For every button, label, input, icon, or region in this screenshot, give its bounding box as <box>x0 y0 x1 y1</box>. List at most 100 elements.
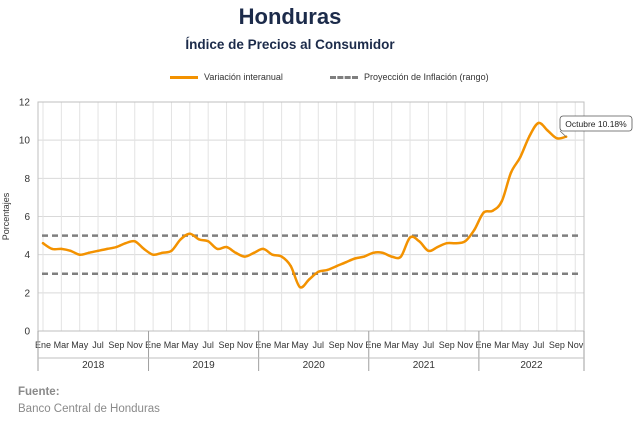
data-point <box>124 242 127 245</box>
data-point <box>307 278 311 281</box>
x-tick-label: Mar <box>384 340 400 350</box>
annotation-box <box>559 115 633 132</box>
data-point <box>454 242 458 245</box>
data-point <box>390 255 393 258</box>
x-tick-label: Sep <box>219 340 235 350</box>
year-label: 2018 <box>82 360 105 371</box>
year-label: 2021 <box>413 360 436 371</box>
x-tick-label: Jul <box>202 340 214 350</box>
x-tick-label: Jul <box>92 340 104 350</box>
y-tick-label: 2 <box>24 288 30 299</box>
data-point <box>298 285 302 289</box>
plot-area-border <box>37 101 585 332</box>
x-tick-label: Nov <box>457 340 474 350</box>
data-point <box>133 240 136 243</box>
data-point <box>234 251 237 254</box>
x-tick-label: Ene <box>365 340 381 350</box>
x-tick-label: Mar <box>494 340 510 350</box>
data-point <box>381 251 384 254</box>
chart-subtitle: Índice de Precios al Consumidor <box>185 37 395 52</box>
data-point <box>216 247 219 251</box>
data-point <box>170 249 173 253</box>
y-tick-label: 8 <box>24 174 30 185</box>
x-tick-label: Nov <box>347 340 364 350</box>
x-tick-label: Nov <box>567 340 584 350</box>
data-point <box>106 247 109 251</box>
x-tick-label: Sep <box>329 340 345 350</box>
legend-swatch-dash <box>330 75 358 79</box>
y-tick-label: 10 <box>19 136 31 147</box>
x-tick-label: Mar <box>54 340 70 350</box>
data-point <box>344 261 348 264</box>
data-point <box>161 251 164 254</box>
data-point <box>289 264 292 268</box>
data-point <box>60 247 63 251</box>
data-point <box>408 236 412 239</box>
data-point <box>482 211 485 214</box>
year-label: 2019 <box>192 360 215 371</box>
y-tick-label: 6 <box>24 212 30 223</box>
data-point <box>473 228 476 232</box>
legend-item-projection: Proyección de Inflación (rango) <box>330 72 489 82</box>
annotation-leader <box>559 130 567 138</box>
data-point <box>463 240 467 243</box>
x-tick-label: Sep <box>549 340 565 350</box>
data-point <box>353 257 357 260</box>
footer-source-label: Fuente: <box>18 386 60 398</box>
chart-legend: Variación interanual Proyección de Infla… <box>0 72 640 88</box>
data-point <box>399 255 403 258</box>
y-axis-label: Porcentajes <box>1 192 11 240</box>
legend-item-interannual: Variación interanual <box>170 72 283 82</box>
data-point <box>362 255 366 258</box>
data-point <box>271 253 274 256</box>
year-label: 2020 <box>303 360 326 371</box>
legend-label-projection: Proyección de Inflación (rango) <box>364 72 489 82</box>
data-point <box>78 253 81 256</box>
x-tick-label: Sep <box>108 340 124 350</box>
data-point <box>436 245 439 249</box>
data-point <box>188 232 192 235</box>
x-tick-label: Jul <box>533 340 545 350</box>
x-tick-label: May <box>71 340 89 350</box>
data-point <box>326 268 329 272</box>
data-point <box>335 264 338 268</box>
x-tick-label: Nov <box>237 340 254 350</box>
x-tick-label: Sep <box>439 340 455 350</box>
data-point <box>243 255 247 258</box>
data-point <box>50 247 54 251</box>
data-point <box>372 251 375 254</box>
data-point <box>179 238 182 241</box>
data-point <box>418 240 421 243</box>
data-point <box>528 135 531 138</box>
data-point <box>518 156 522 159</box>
x-tick-label: Ene <box>145 340 161 350</box>
x-tick-label: Nov <box>127 340 144 350</box>
legend-swatch-line <box>170 75 198 79</box>
y-tick-label: 12 <box>19 98 31 109</box>
data-point <box>445 242 448 245</box>
x-tick-label: May <box>512 340 530 350</box>
x-tick-label: Mar <box>164 340 180 350</box>
data-point <box>491 209 494 212</box>
data-point <box>197 238 201 241</box>
footer-source-name: Banco Central de Honduras <box>18 403 160 415</box>
x-tick-label: May <box>291 340 309 350</box>
data-point <box>317 270 320 274</box>
x-tick-label: Ene <box>255 340 271 350</box>
x-tick-label: May <box>402 340 420 350</box>
y-tick-label: 4 <box>24 250 30 261</box>
data-point <box>225 245 228 249</box>
data-point <box>142 247 146 251</box>
y-tick-label: 0 <box>24 327 30 338</box>
data-point <box>151 253 155 256</box>
data-point <box>537 121 540 125</box>
x-tick-label: May <box>181 340 199 350</box>
x-tick-label: Ene <box>35 340 51 350</box>
data-point <box>500 200 504 203</box>
x-tick-label: Jul <box>423 340 435 350</box>
x-tick-label: Jul <box>313 340 325 350</box>
data-point <box>206 240 210 243</box>
x-tick-label: Ene <box>475 340 491 350</box>
series-line-interannual <box>41 121 568 289</box>
